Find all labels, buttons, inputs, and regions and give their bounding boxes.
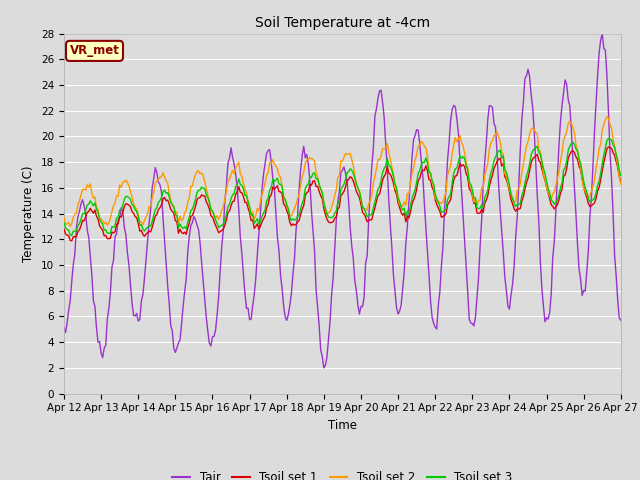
Text: VR_met: VR_met <box>70 44 120 58</box>
Legend: Tair, Tsoil set 1, Tsoil set 2, Tsoil set 3: Tair, Tsoil set 1, Tsoil set 2, Tsoil se… <box>168 466 517 480</box>
Y-axis label: Temperature (C): Temperature (C) <box>22 165 35 262</box>
Title: Soil Temperature at -4cm: Soil Temperature at -4cm <box>255 16 430 30</box>
X-axis label: Time: Time <box>328 419 357 432</box>
